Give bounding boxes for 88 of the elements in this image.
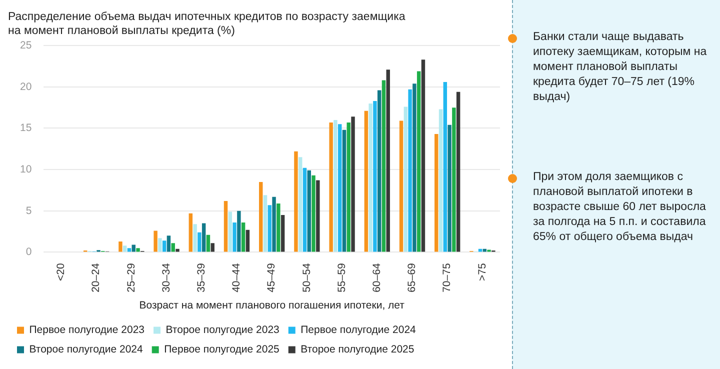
bar bbox=[280, 215, 285, 252]
bar bbox=[307, 170, 311, 252]
bar bbox=[171, 243, 175, 252]
bar bbox=[302, 168, 307, 252]
bar bbox=[246, 230, 250, 252]
x-tick-label: 25–29 bbox=[125, 263, 138, 292]
legend-label: Второе полугодие 2024 bbox=[29, 344, 144, 356]
bar bbox=[259, 182, 263, 252]
bar bbox=[316, 180, 320, 252]
x-tick-label: 30–34 bbox=[160, 263, 172, 292]
text: на момент плановой выплаты кредита (%) bbox=[8, 24, 235, 37]
y-tick-label: 5 bbox=[26, 204, 32, 217]
bar bbox=[154, 230, 158, 252]
x-tick-label: 65–69 bbox=[406, 263, 418, 292]
bar bbox=[166, 236, 171, 252]
bar bbox=[127, 248, 132, 252]
bar bbox=[377, 90, 382, 252]
x-tick-label: 35–39 bbox=[196, 263, 208, 292]
bar bbox=[198, 232, 202, 252]
bar bbox=[364, 110, 368, 252]
x-tick-label: >75 bbox=[476, 263, 488, 282]
bar bbox=[122, 246, 127, 252]
bar bbox=[162, 240, 166, 252]
text: При этом доля заемщиков с плановой выплатой ипотеки в возрасте свыше 60 лет выросла за полгода на 5 п.п. и составила 65% от общего объема выдач bbox=[533, 170, 707, 245]
bar bbox=[298, 157, 302, 252]
bar bbox=[158, 238, 162, 252]
bar bbox=[202, 223, 206, 252]
bar bbox=[210, 243, 214, 252]
bar bbox=[276, 203, 280, 252]
x-tick-label: 40–44 bbox=[230, 263, 243, 292]
bar bbox=[448, 124, 452, 252]
bar bbox=[224, 200, 228, 252]
bar bbox=[438, 109, 443, 252]
bar bbox=[263, 195, 268, 252]
bar bbox=[386, 70, 390, 252]
x-tick-label: 45–49 bbox=[266, 263, 278, 292]
x-tick-label: 55–59 bbox=[336, 263, 348, 292]
bar bbox=[421, 60, 426, 252]
y-tick-label: 10 bbox=[20, 163, 32, 176]
bar bbox=[329, 122, 333, 252]
bar bbox=[408, 89, 412, 252]
bar bbox=[136, 248, 140, 252]
legend-label: Второе полугодие 2025 bbox=[300, 344, 414, 356]
bar bbox=[443, 82, 448, 252]
bar bbox=[232, 222, 236, 252]
legend-label: Первое полугодие 2025 bbox=[164, 344, 280, 356]
legend-label: Второе полугодие 2023 bbox=[166, 324, 280, 336]
bar bbox=[351, 116, 355, 252]
x-axis-title: Возраст на момент планового погашения ипотеки, лет bbox=[139, 300, 405, 312]
bar bbox=[118, 241, 122, 252]
bar bbox=[452, 108, 456, 252]
y-tick-label: 0 bbox=[26, 246, 32, 258]
bar bbox=[382, 80, 386, 252]
bar bbox=[237, 210, 241, 252]
x-tick-label: <20 bbox=[55, 263, 68, 282]
x-tick-label: 50–54 bbox=[300, 263, 313, 292]
bar bbox=[241, 222, 246, 252]
legend-label: Первое полугодие 2024 bbox=[300, 324, 416, 336]
bar bbox=[294, 151, 298, 252]
x-tick-label: 20–24 bbox=[90, 263, 102, 292]
bar bbox=[412, 84, 416, 252]
bar bbox=[206, 234, 210, 252]
bar bbox=[228, 212, 232, 252]
bar bbox=[434, 134, 438, 252]
y-tick-label: 15 bbox=[20, 122, 32, 134]
bar bbox=[193, 224, 197, 252]
bar bbox=[272, 196, 276, 252]
bar bbox=[399, 120, 404, 252]
bar bbox=[268, 205, 272, 252]
bar bbox=[373, 100, 377, 252]
bar bbox=[176, 248, 180, 252]
y-tick-label: 25 bbox=[20, 39, 32, 52]
text: Банки стали чаще выдавать ипотеку заемщикам, которым на момент плановой выплаты кредита будет 70–75 лет (19% выдач) bbox=[533, 30, 708, 105]
bar bbox=[368, 103, 372, 252]
bar bbox=[338, 124, 342, 252]
bar bbox=[342, 130, 346, 252]
bar bbox=[404, 106, 408, 252]
bar bbox=[456, 92, 460, 252]
bar bbox=[334, 120, 338, 252]
bar bbox=[416, 71, 421, 252]
text: Распределение объема выдач ипотечных кредитов по возрасту заемщика bbox=[8, 11, 406, 24]
bar bbox=[312, 175, 316, 252]
y-tick-label: 20 bbox=[20, 80, 32, 93]
legend-label: Первое полугодие 2023 bbox=[29, 324, 145, 336]
x-tick-label: 60–64 bbox=[371, 263, 384, 292]
x-tick-label: 70–75 bbox=[441, 263, 454, 292]
bar bbox=[188, 213, 193, 252]
bar bbox=[346, 122, 350, 252]
